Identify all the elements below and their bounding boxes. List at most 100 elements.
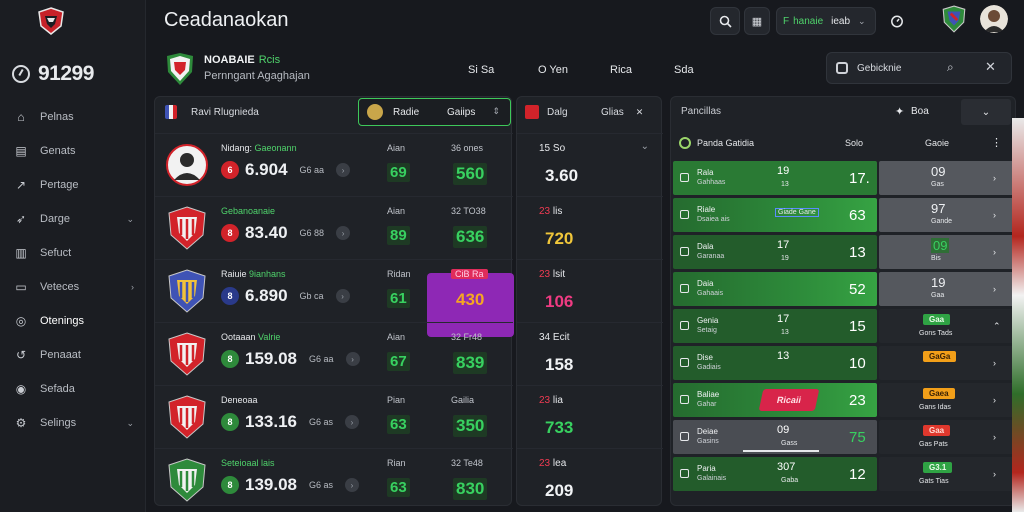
odds-value-secondary[interactable]: 560 bbox=[453, 163, 488, 185]
stats-side-cell[interactable]: G3.1 Gats Tias › bbox=[879, 457, 1015, 491]
odds-value-secondary[interactable]: 839 bbox=[453, 352, 488, 374]
odds-value-secondary[interactable]: 350 bbox=[453, 415, 488, 437]
odds-row-value[interactable]: 733 bbox=[545, 418, 574, 437]
odds-value[interactable]: 61 bbox=[387, 289, 410, 308]
filter-search-box[interactable]: Gebicknie ⌕ ✕ bbox=[826, 52, 1012, 84]
odds-row[interactable]: 23 lis 720 bbox=[517, 196, 663, 260]
tab-4[interactable]: Sda bbox=[674, 64, 694, 76]
chevron-right-icon[interactable]: › bbox=[993, 358, 996, 368]
search-icon[interactable]: ⌕ bbox=[947, 60, 954, 74]
user-avatar[interactable] bbox=[980, 5, 1008, 33]
odds-value[interactable]: 67 bbox=[387, 352, 410, 371]
sidebar-item-sefada[interactable]: ◉ Sefada bbox=[0, 372, 146, 406]
stats-main-cell[interactable]: Dise Gadiais 13 10 bbox=[673, 346, 877, 380]
stats-main-cell[interactable]: Deiae Gasins 09 Gass 75 bbox=[673, 420, 877, 454]
odds-value[interactable]: 63 bbox=[387, 478, 410, 497]
odds-row[interactable]: 34 Ecit 158 bbox=[517, 322, 663, 386]
toggle-icon[interactable] bbox=[679, 137, 691, 149]
stats-main-cell[interactable]: Baliae Gahar Ricaii 23 bbox=[673, 383, 877, 417]
info-icon[interactable]: › bbox=[345, 352, 360, 366]
chevron-right-icon[interactable]: › bbox=[993, 284, 996, 294]
stats-row[interactable]: Baliae Gahar Ricaii 23 Gaea Gans Idas › bbox=[673, 383, 1015, 417]
stats-row[interactable]: Rala Gahhaas 19 13 17. 09 Gas › bbox=[673, 161, 1015, 195]
odds-row-value[interactable]: 106 bbox=[545, 292, 574, 311]
stats-row[interactable]: Riale Dsaiea ais Giade Gane 63 97 Gande › bbox=[673, 198, 1015, 232]
tab-1[interactable]: Si Sa bbox=[468, 64, 495, 76]
sidebar-item-pelnas[interactable]: ⌂ Pelnas bbox=[0, 100, 146, 134]
info-icon[interactable]: › bbox=[336, 226, 351, 240]
chevron-right-icon[interactable]: › bbox=[993, 469, 996, 479]
highlighted-odds-cell[interactable] bbox=[427, 273, 514, 337]
chevron-down-icon[interactable]: ⌄ bbox=[961, 99, 1011, 125]
match-row[interactable]: Nidang: Gaeonann 6 6.904 G6 aa › Aian 69 36 one… bbox=[155, 133, 513, 197]
stats-row[interactable]: Dise Gadiais 13 10 GaGa › bbox=[673, 346, 1015, 380]
grid-button[interactable]: ▦ bbox=[744, 7, 770, 35]
odds-row-value[interactable]: 158 bbox=[545, 355, 574, 374]
stats-side-cell[interactable]: Gaa Gons Tads ⌃ bbox=[879, 309, 1015, 343]
chevron-right-icon[interactable]: › bbox=[993, 395, 996, 405]
logo-shield-icon[interactable] bbox=[38, 7, 64, 35]
odds-row[interactable]: 23 lia 733 bbox=[517, 385, 663, 449]
stats-row[interactable]: Paria Galainais 307 Gaba 12 G3.1 Gats Tias › bbox=[673, 457, 1015, 491]
chevron-up-icon[interactable]: ⌃ bbox=[993, 321, 1001, 331]
close-icon[interactable]: ✕ bbox=[985, 59, 996, 74]
sidebar-item-penaaat[interactable]: ↺ Penaaat bbox=[0, 338, 146, 372]
odds-value[interactable]: 89 bbox=[387, 226, 410, 245]
sidebar-item-sefuct[interactable]: ▥ Sefuct bbox=[0, 236, 146, 270]
sort-icon[interactable]: ✦ bbox=[895, 106, 905, 118]
stats-side-cell[interactable]: 09 Gas › bbox=[879, 161, 1015, 195]
odds-row-value[interactable]: 3.60 bbox=[545, 166, 579, 185]
chevron-down-icon[interactable]: ⌄ bbox=[126, 213, 134, 224]
match-row[interactable]: Ootaaan Valrie 8 159.08 G6 aa › Aian 67 32 Fr48… bbox=[155, 322, 513, 386]
search-button[interactable] bbox=[710, 7, 740, 35]
stats-main-cell[interactable]: Dala Garanaa 17 19 13 bbox=[673, 235, 877, 269]
info-icon[interactable]: › bbox=[336, 163, 351, 177]
sidebar-item-pertage[interactable]: ↗ Pertage bbox=[0, 168, 146, 202]
match-row[interactable]: Raiuie 9ianhans 8 6.890 Gb ca › Ridan 61 CiB Ra… bbox=[155, 259, 513, 323]
chevron-down-icon[interactable]: ⌄ bbox=[126, 417, 134, 428]
stats-row[interactable]: Daia Gahaais 52 19 Gaa › bbox=[673, 272, 1015, 306]
odds-value-secondary[interactable]: 830 bbox=[453, 478, 488, 500]
chevron-right-icon[interactable]: › bbox=[993, 432, 996, 442]
match-row[interactable]: Deneoaa 8 133.16 G6 as › Pian 63 Gailia 350 bbox=[155, 385, 513, 449]
more-icon[interactable]: ⋮ bbox=[991, 137, 1002, 149]
match-row[interactable]: Seteioaal lais 8 139.08 G6 as › Rian 63 32 Te48… bbox=[155, 448, 513, 512]
stats-main-cell[interactable]: Rala Gahhaas 19 13 17. bbox=[673, 161, 877, 195]
team-badge-icon[interactable] bbox=[940, 5, 968, 33]
market-select[interactable]: Radie Gaiips ⇕ bbox=[358, 98, 511, 126]
close-icon[interactable]: ✕ bbox=[635, 106, 644, 117]
stats-row[interactable]: Dala Garanaa 17 19 13 09 Bis › bbox=[673, 235, 1015, 269]
chevron-right-icon[interactable]: › bbox=[993, 247, 996, 257]
account-selector[interactable]: F hanaie ieab ⌄ bbox=[776, 7, 876, 35]
stats-row[interactable]: Deiae Gasins 09 Gass 75 Gaa Gas Pats › bbox=[673, 420, 1015, 454]
odds-row-value[interactable]: 720 bbox=[545, 229, 574, 248]
chevron-right-icon[interactable]: › bbox=[993, 173, 996, 183]
stats-side-cell[interactable]: Gaa Gas Pats › bbox=[879, 420, 1015, 454]
tab-2[interactable]: O Yen bbox=[538, 64, 568, 76]
match-row[interactable]: Gebanoanaie 8 83.40 G6 88 › Aian 89 32 TO38 636 bbox=[155, 196, 513, 260]
stats-main-cell[interactable]: Riale Dsaiea ais Giade Gane 63 bbox=[673, 198, 877, 232]
stats-main-cell[interactable]: Genia Setaig 17 13 15 bbox=[673, 309, 877, 343]
odds-row[interactable]: 23 lsit 106 bbox=[517, 259, 663, 323]
odds-row[interactable]: 23 lea 209 bbox=[517, 448, 663, 512]
tab-3[interactable]: Rica bbox=[610, 64, 633, 76]
info-icon[interactable]: › bbox=[345, 415, 360, 429]
odds-row[interactable]: 15 So 3.60 bbox=[517, 133, 663, 197]
stats-filter[interactable]: Boa bbox=[911, 106, 929, 117]
odds-value-secondary[interactable]: 636 bbox=[453, 226, 488, 248]
chevron-down-icon[interactable]: ⌄ bbox=[640, 141, 649, 152]
sidebar-item-veteces[interactable]: ▭ Veteces › bbox=[0, 270, 146, 304]
stats-row[interactable]: Genia Setaig 17 13 15 Gaa Gons Tads ⌃ bbox=[673, 309, 1015, 343]
stats-side-cell[interactable]: Gaea Gans Idas › bbox=[879, 383, 1015, 417]
chevron-right-icon[interactable]: › bbox=[993, 210, 996, 220]
odds-value-secondary[interactable]: 430 bbox=[456, 290, 485, 309]
stats-side-cell[interactable]: 97 Gande › bbox=[879, 198, 1015, 232]
sidebar-item-genats[interactable]: ▤ Genats bbox=[0, 134, 146, 168]
odds-row-value[interactable]: 209 bbox=[545, 481, 574, 500]
sidebar-item-darge[interactable]: ➶ Darge ⌄ bbox=[0, 202, 146, 236]
sidebar-item-otenings[interactable]: ◎ Otenings bbox=[0, 304, 146, 338]
odds-value[interactable]: 63 bbox=[387, 415, 410, 434]
info-icon[interactable]: › bbox=[345, 478, 360, 492]
odds-value[interactable]: 69 bbox=[387, 163, 410, 182]
stats-main-cell[interactable]: Daia Gahaais 52 bbox=[673, 272, 877, 306]
